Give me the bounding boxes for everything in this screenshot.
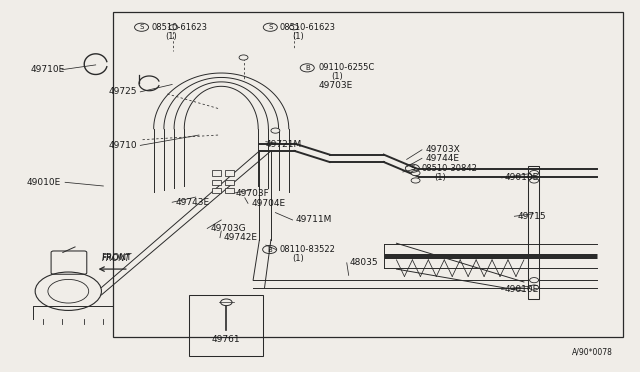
Text: 49703F: 49703F xyxy=(236,189,269,198)
Text: 49703E: 49703E xyxy=(318,81,353,90)
Text: S: S xyxy=(268,24,273,30)
Text: 49744E: 49744E xyxy=(425,154,459,163)
Bar xyxy=(212,180,221,185)
Text: 49711M: 49711M xyxy=(296,215,332,224)
Text: FRONT: FRONT xyxy=(102,254,131,263)
Text: (1): (1) xyxy=(435,173,447,182)
Text: (1): (1) xyxy=(331,72,342,81)
Text: 09110-6255C: 09110-6255C xyxy=(318,63,374,72)
Bar xyxy=(528,166,540,299)
Text: 08110-83522: 08110-83522 xyxy=(279,245,335,254)
Text: 49725: 49725 xyxy=(108,87,137,96)
Text: 49010E: 49010E xyxy=(27,178,61,187)
Bar xyxy=(225,188,234,193)
Bar xyxy=(189,295,262,356)
Text: S: S xyxy=(140,24,144,30)
Text: (1): (1) xyxy=(165,32,177,41)
Text: FRONT: FRONT xyxy=(101,253,131,263)
Text: 49743E: 49743E xyxy=(175,198,209,207)
Bar xyxy=(212,188,221,193)
Circle shape xyxy=(289,25,298,30)
Text: 49721M: 49721M xyxy=(266,140,302,149)
Text: 49703G: 49703G xyxy=(211,224,246,233)
Text: B: B xyxy=(268,247,272,253)
Circle shape xyxy=(530,178,539,183)
Text: S: S xyxy=(410,165,415,171)
Circle shape xyxy=(530,278,539,283)
Text: 08510-61623: 08510-61623 xyxy=(280,23,336,32)
Text: B: B xyxy=(305,65,310,71)
Text: 49710E: 49710E xyxy=(30,65,64,74)
Bar xyxy=(225,180,234,185)
Text: 49704E: 49704E xyxy=(251,199,285,208)
Text: 48035: 48035 xyxy=(350,258,379,267)
Text: (1): (1) xyxy=(292,254,304,263)
Circle shape xyxy=(239,55,248,60)
Circle shape xyxy=(221,299,232,306)
Circle shape xyxy=(169,25,178,30)
Text: 49010E: 49010E xyxy=(505,173,539,182)
Circle shape xyxy=(530,285,539,290)
Circle shape xyxy=(411,178,420,183)
Text: 08510-61623: 08510-61623 xyxy=(151,23,207,32)
Text: 49715: 49715 xyxy=(518,212,546,221)
Text: 49703X: 49703X xyxy=(425,145,460,154)
Circle shape xyxy=(530,170,539,176)
Text: 49742E: 49742E xyxy=(223,233,257,242)
Text: (1): (1) xyxy=(292,32,305,41)
Text: 08510-30842: 08510-30842 xyxy=(422,164,478,173)
Bar xyxy=(225,170,234,176)
Bar xyxy=(212,170,221,176)
Circle shape xyxy=(411,170,420,176)
Text: 49710: 49710 xyxy=(108,141,137,150)
Text: 49761: 49761 xyxy=(212,335,241,344)
Bar xyxy=(113,13,623,337)
Text: A/90*0078: A/90*0078 xyxy=(572,348,613,357)
Text: 49010E: 49010E xyxy=(505,285,539,294)
Circle shape xyxy=(271,128,280,133)
